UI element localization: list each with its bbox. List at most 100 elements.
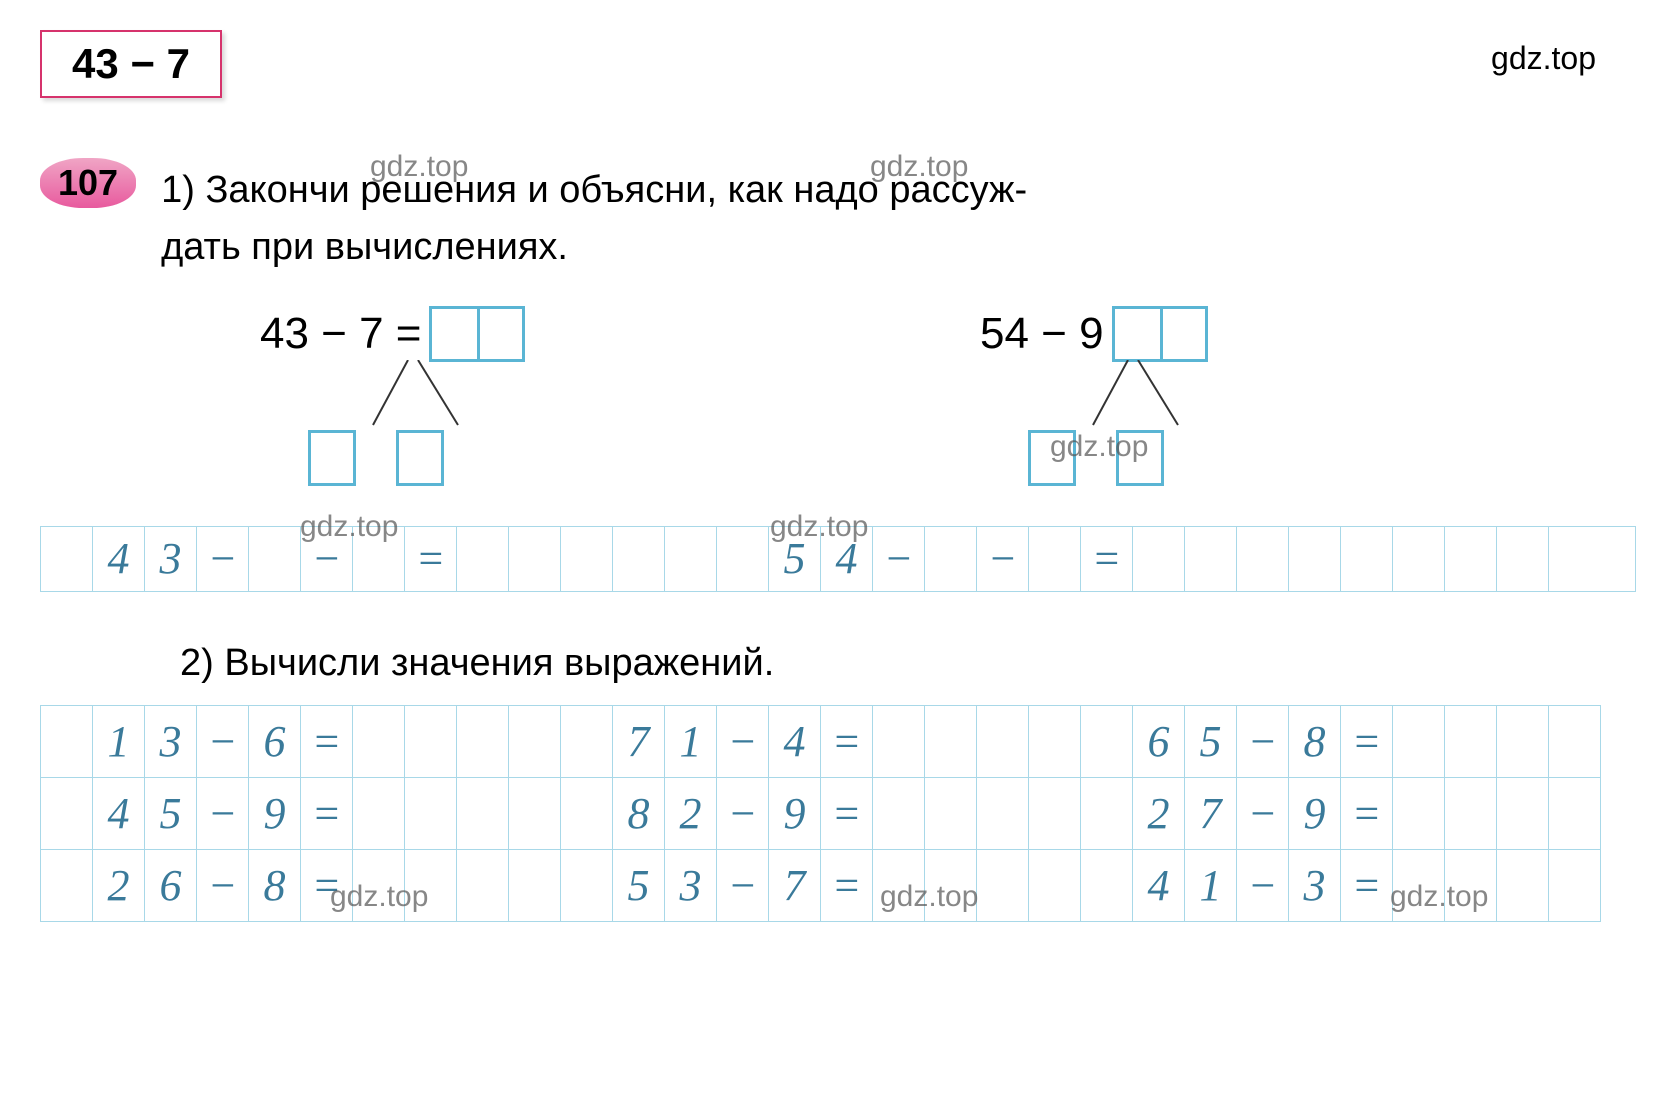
table-cell[interactable] [561, 850, 613, 922]
table-cell[interactable] [1497, 850, 1549, 922]
table-cell[interactable]: 9 [1289, 778, 1341, 850]
grid-cell[interactable] [613, 527, 665, 591]
table-cell[interactable] [457, 706, 509, 778]
table-cell[interactable] [977, 778, 1029, 850]
table-cell[interactable] [1081, 850, 1133, 922]
table-cell[interactable] [1393, 706, 1445, 778]
table-cell[interactable] [1497, 706, 1549, 778]
table-cell[interactable]: − [717, 706, 769, 778]
table-cell[interactable]: = [1341, 778, 1393, 850]
table-cell[interactable]: − [197, 778, 249, 850]
table-cell[interactable] [873, 778, 925, 850]
grid-cell[interactable] [1497, 527, 1549, 591]
table-cell[interactable]: 6 [1133, 706, 1185, 778]
grid-cell[interactable] [509, 527, 561, 591]
table-cell[interactable] [925, 778, 977, 850]
table-cell[interactable] [353, 706, 405, 778]
table-cell[interactable]: = [301, 778, 353, 850]
table-cell[interactable] [41, 706, 93, 778]
table-cell[interactable]: = [1341, 850, 1393, 922]
grid-cell[interactable]: 4 [93, 527, 145, 591]
table-cell[interactable]: − [717, 778, 769, 850]
grid-cell[interactable]: = [1081, 527, 1133, 591]
table-cell[interactable]: 3 [665, 850, 717, 922]
table-cell[interactable]: 3 [145, 706, 197, 778]
table-cell[interactable]: 9 [249, 778, 301, 850]
table-cell[interactable] [1393, 778, 1445, 850]
table-cell[interactable]: = [301, 706, 353, 778]
table-cell[interactable]: = [821, 778, 873, 850]
table-cell[interactable] [405, 706, 457, 778]
table-cell[interactable] [1445, 706, 1497, 778]
table-cell[interactable]: 1 [665, 706, 717, 778]
table-cell[interactable] [1549, 850, 1601, 922]
grid-cell[interactable] [1341, 527, 1393, 591]
table-cell[interactable]: 4 [1133, 850, 1185, 922]
table-cell[interactable] [41, 850, 93, 922]
table-cell[interactable]: 2 [1133, 778, 1185, 850]
grid-cell[interactable]: − [197, 527, 249, 591]
table-cell[interactable] [1549, 706, 1601, 778]
grid-cell[interactable] [561, 527, 613, 591]
grid-cell[interactable] [665, 527, 717, 591]
table-cell[interactable] [1497, 778, 1549, 850]
table-cell[interactable] [561, 778, 613, 850]
table-cell[interactable]: 8 [613, 778, 665, 850]
split-box[interactable] [308, 430, 356, 486]
table-cell[interactable] [1029, 778, 1081, 850]
grid-cell[interactable] [1289, 527, 1341, 591]
answer-boxes[interactable] [1112, 306, 1208, 362]
split-box[interactable] [396, 430, 444, 486]
table-cell[interactable] [873, 706, 925, 778]
table-cell[interactable]: = [821, 850, 873, 922]
table-cell[interactable]: 7 [769, 850, 821, 922]
grid-cell[interactable] [41, 527, 93, 591]
table-cell[interactable]: 5 [613, 850, 665, 922]
grid-cell[interactable]: − [977, 527, 1029, 591]
table-cell[interactable] [457, 850, 509, 922]
table-cell[interactable] [457, 778, 509, 850]
table-cell[interactable]: 8 [249, 850, 301, 922]
grid-cell[interactable] [1445, 527, 1497, 591]
grid-cell[interactable]: − [873, 527, 925, 591]
table-cell[interactable]: 1 [93, 706, 145, 778]
table-cell[interactable] [977, 850, 1029, 922]
table-cell[interactable]: 2 [93, 850, 145, 922]
table-cell[interactable] [509, 850, 561, 922]
table-cell[interactable]: 4 [93, 778, 145, 850]
table-cell[interactable]: − [1237, 778, 1289, 850]
answer-boxes[interactable] [429, 306, 525, 362]
table-cell[interactable]: − [197, 850, 249, 922]
grid-cell[interactable]: 3 [145, 527, 197, 591]
table-cell[interactable]: − [1237, 850, 1289, 922]
table-cell[interactable] [977, 706, 1029, 778]
table-cell[interactable]: 6 [249, 706, 301, 778]
grid-cell[interactable] [1393, 527, 1445, 591]
grid-cell[interactable] [457, 527, 509, 591]
table-cell[interactable]: 8 [1289, 706, 1341, 778]
table-cell[interactable] [353, 778, 405, 850]
table-cell[interactable]: 5 [1185, 706, 1237, 778]
table-cell[interactable]: − [1237, 706, 1289, 778]
table-cell[interactable]: = [821, 706, 873, 778]
table-cell[interactable] [1029, 706, 1081, 778]
grid-cell[interactable] [925, 527, 977, 591]
table-cell[interactable] [925, 706, 977, 778]
grid-cell[interactable] [1133, 527, 1185, 591]
grid-cell[interactable] [717, 527, 769, 591]
table-cell[interactable]: 6 [145, 850, 197, 922]
table-cell[interactable] [405, 778, 457, 850]
grid-cell[interactable]: = [405, 527, 457, 591]
table-cell[interactable]: 5 [145, 778, 197, 850]
table-cell[interactable]: 1 [1185, 850, 1237, 922]
grid-cell[interactable] [1185, 527, 1237, 591]
table-cell[interactable] [1029, 850, 1081, 922]
table-cell[interactable]: 4 [769, 706, 821, 778]
table-cell[interactable]: 2 [665, 778, 717, 850]
table-cell[interactable]: = [1341, 706, 1393, 778]
table-cell[interactable] [1445, 778, 1497, 850]
table-cell[interactable] [561, 706, 613, 778]
grid-cell[interactable] [1549, 527, 1601, 591]
table-cell[interactable]: 7 [613, 706, 665, 778]
table-cell[interactable] [1081, 706, 1133, 778]
